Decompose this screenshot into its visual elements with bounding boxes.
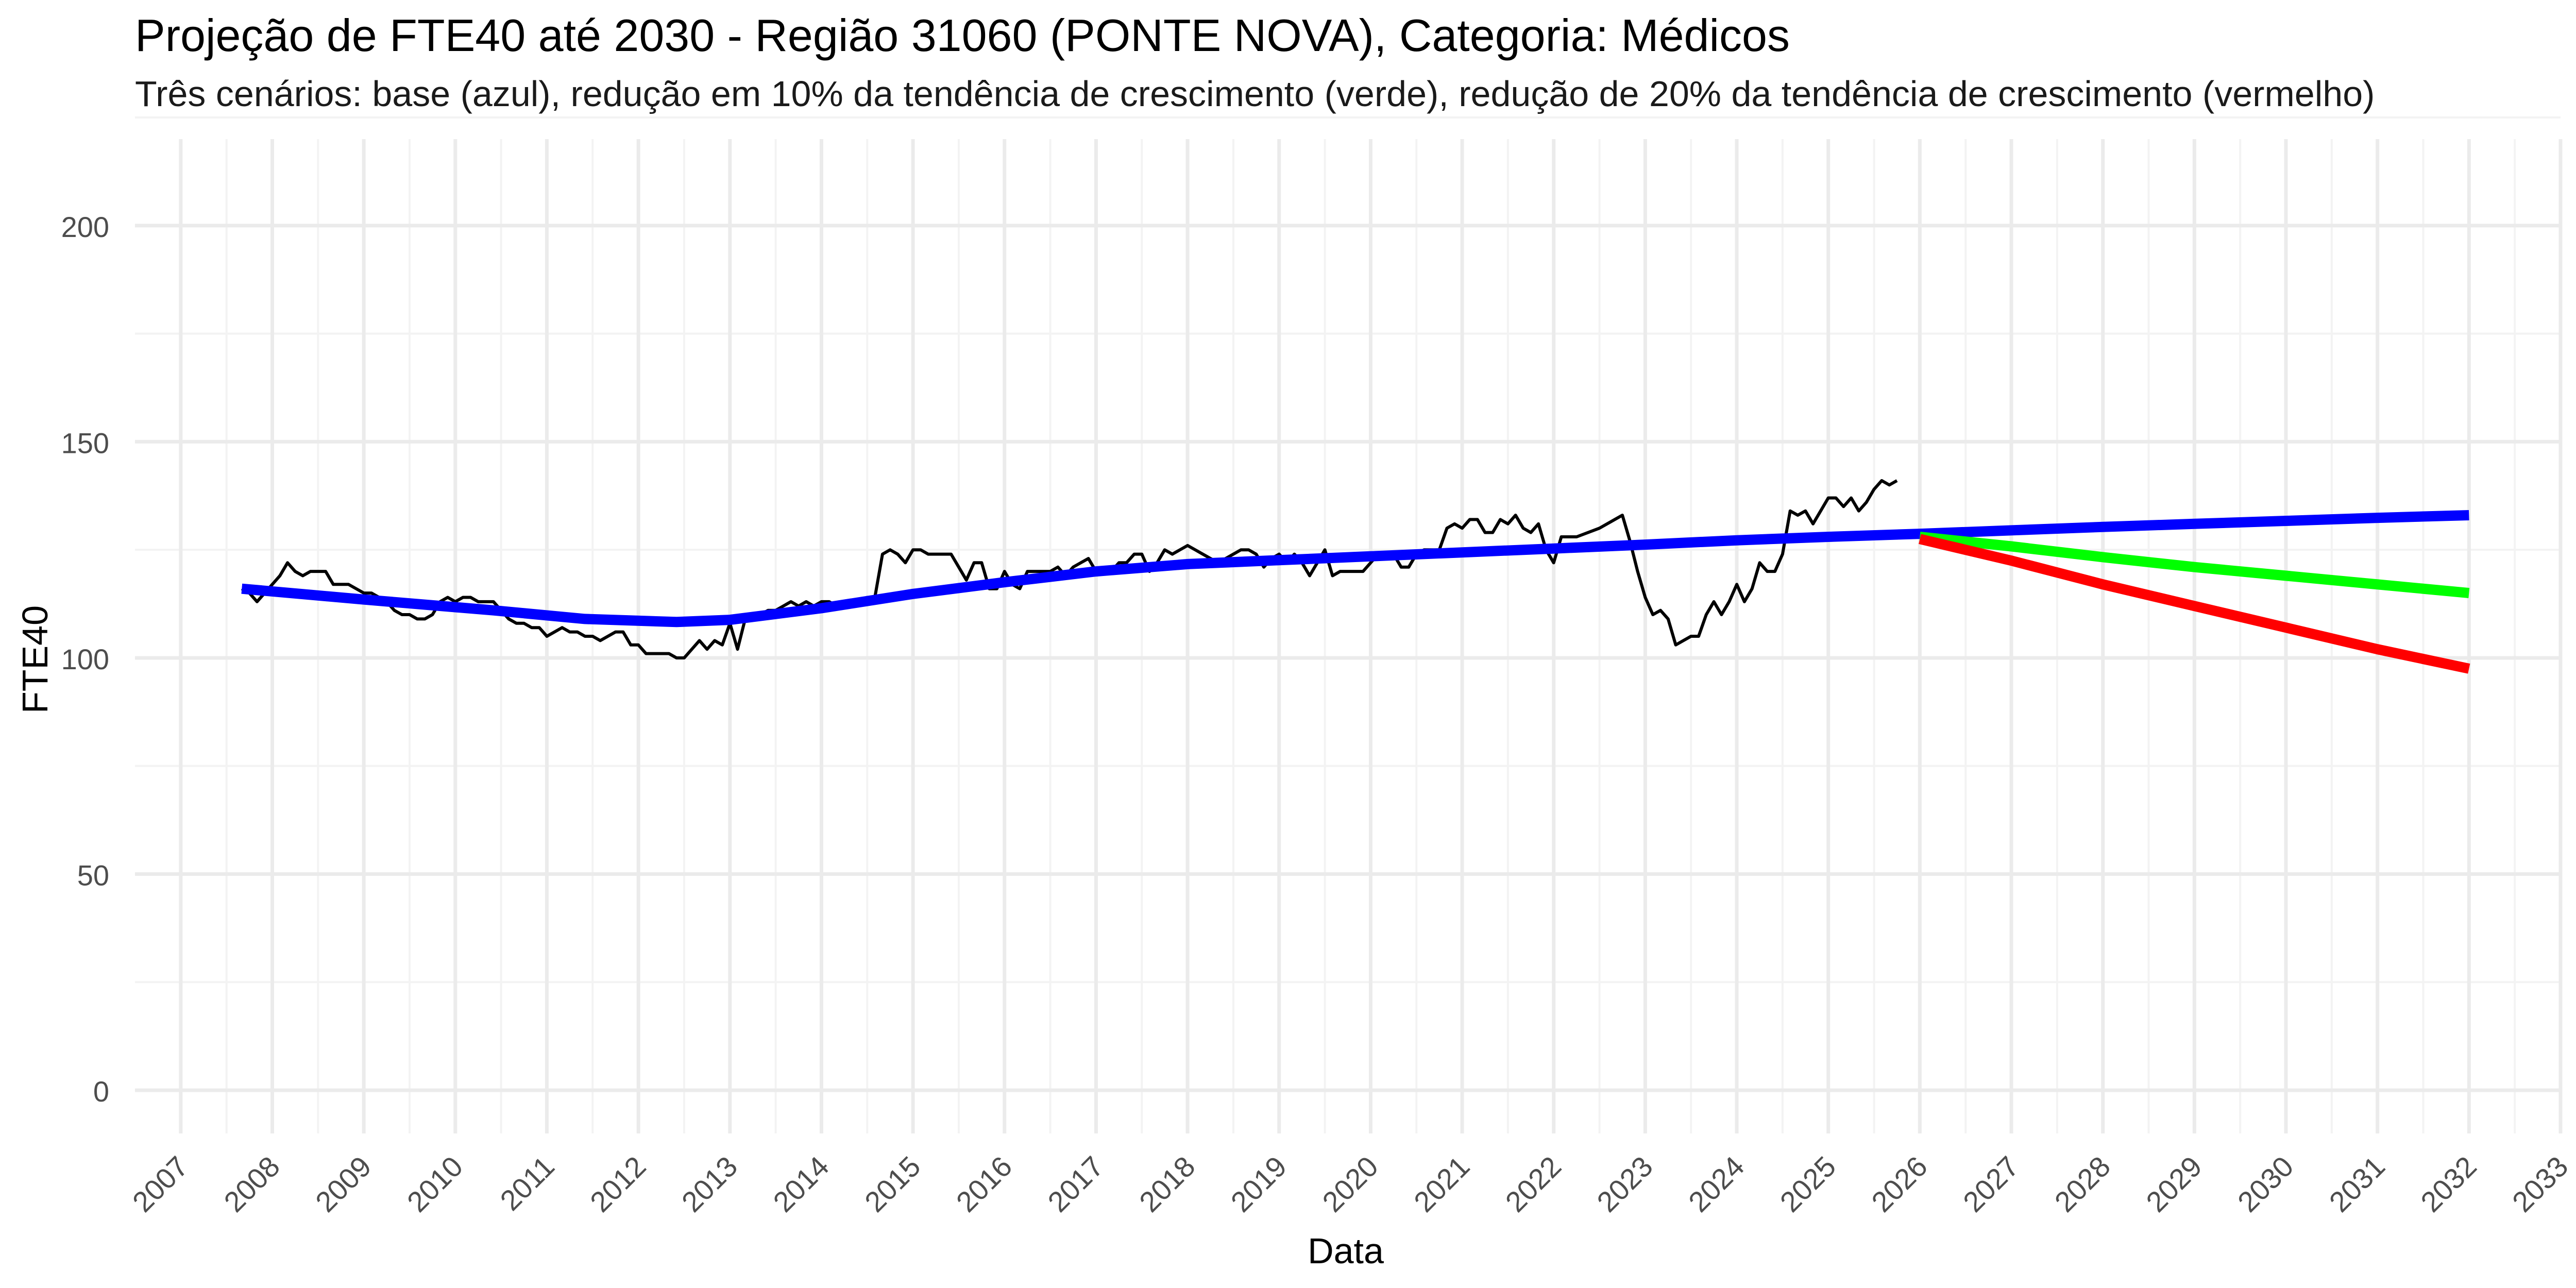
series-line-3 bbox=[1919, 534, 2470, 674]
y-axis-label: FTE40 bbox=[15, 605, 55, 714]
series-line-0 bbox=[241, 479, 1898, 659]
y-tick-label: 100 bbox=[61, 643, 109, 675]
x-tick-label: 2027 bbox=[1957, 1150, 2025, 1218]
x-tick-label: 2019 bbox=[1225, 1150, 1293, 1218]
x-tick-label: 2013 bbox=[675, 1150, 744, 1218]
x-tick-label: 2030 bbox=[2231, 1150, 2300, 1218]
x-tick-label: 2029 bbox=[2140, 1150, 2208, 1218]
x-tick-labels: 2007 2008 2009 2010 2011 2012 2013 2014 2015 2016… bbox=[126, 1150, 2574, 1218]
x-tick-label: 2024 bbox=[1682, 1150, 1751, 1218]
x-tick-label: 2011 bbox=[494, 1150, 561, 1217]
x-tick-label: 2028 bbox=[2048, 1150, 2117, 1218]
x-tick-label: 2008 bbox=[217, 1150, 286, 1218]
chart-title: Projeção de FTE40 até 2030 - Região 3106… bbox=[135, 10, 1790, 61]
x-tick-label: 2017 bbox=[1041, 1150, 1110, 1218]
y-tick-labels: 0 50 100 150 200 bbox=[61, 211, 109, 1108]
y-tick-label: 150 bbox=[61, 427, 109, 459]
minor-gridlines bbox=[135, 116, 2561, 1133]
x-tick-label: 2020 bbox=[1316, 1150, 1384, 1218]
x-tick-label: 2007 bbox=[126, 1150, 195, 1218]
x-tick-label: 2015 bbox=[858, 1150, 927, 1218]
x-tick-label: 2032 bbox=[2414, 1150, 2483, 1218]
x-tick-label: 2023 bbox=[1590, 1150, 1659, 1218]
x-tick-label: 2009 bbox=[309, 1150, 378, 1218]
x-tick-label: 2022 bbox=[1499, 1150, 1568, 1218]
x-tick-label: 2026 bbox=[1865, 1150, 1934, 1218]
x-axis-label: Data bbox=[1308, 1231, 1384, 1271]
x-tick-label: 2031 bbox=[2323, 1150, 2392, 1218]
x-tick-label: 2014 bbox=[767, 1150, 835, 1218]
x-tick-label: 2018 bbox=[1133, 1150, 1201, 1218]
major-gridlines bbox=[135, 139, 2563, 1133]
y-tick-label: 200 bbox=[61, 211, 109, 243]
x-tick-label: 2012 bbox=[584, 1150, 652, 1218]
series-line-2 bbox=[1919, 532, 2470, 599]
series-lines bbox=[241, 479, 2470, 674]
x-tick-label: 2025 bbox=[1774, 1150, 1842, 1218]
x-tick-label: 2033 bbox=[2506, 1150, 2574, 1218]
y-tick-label: 0 bbox=[93, 1075, 109, 1108]
series-line-1 bbox=[241, 510, 2469, 628]
chart-subtitle: Três cenários: base (azul), redução em 1… bbox=[135, 74, 2375, 114]
x-tick-label: 2016 bbox=[950, 1150, 1019, 1218]
x-tick-label: 2010 bbox=[401, 1150, 469, 1218]
x-tick-label: 2021 bbox=[1408, 1150, 1476, 1218]
y-tick-label: 50 bbox=[77, 859, 109, 892]
